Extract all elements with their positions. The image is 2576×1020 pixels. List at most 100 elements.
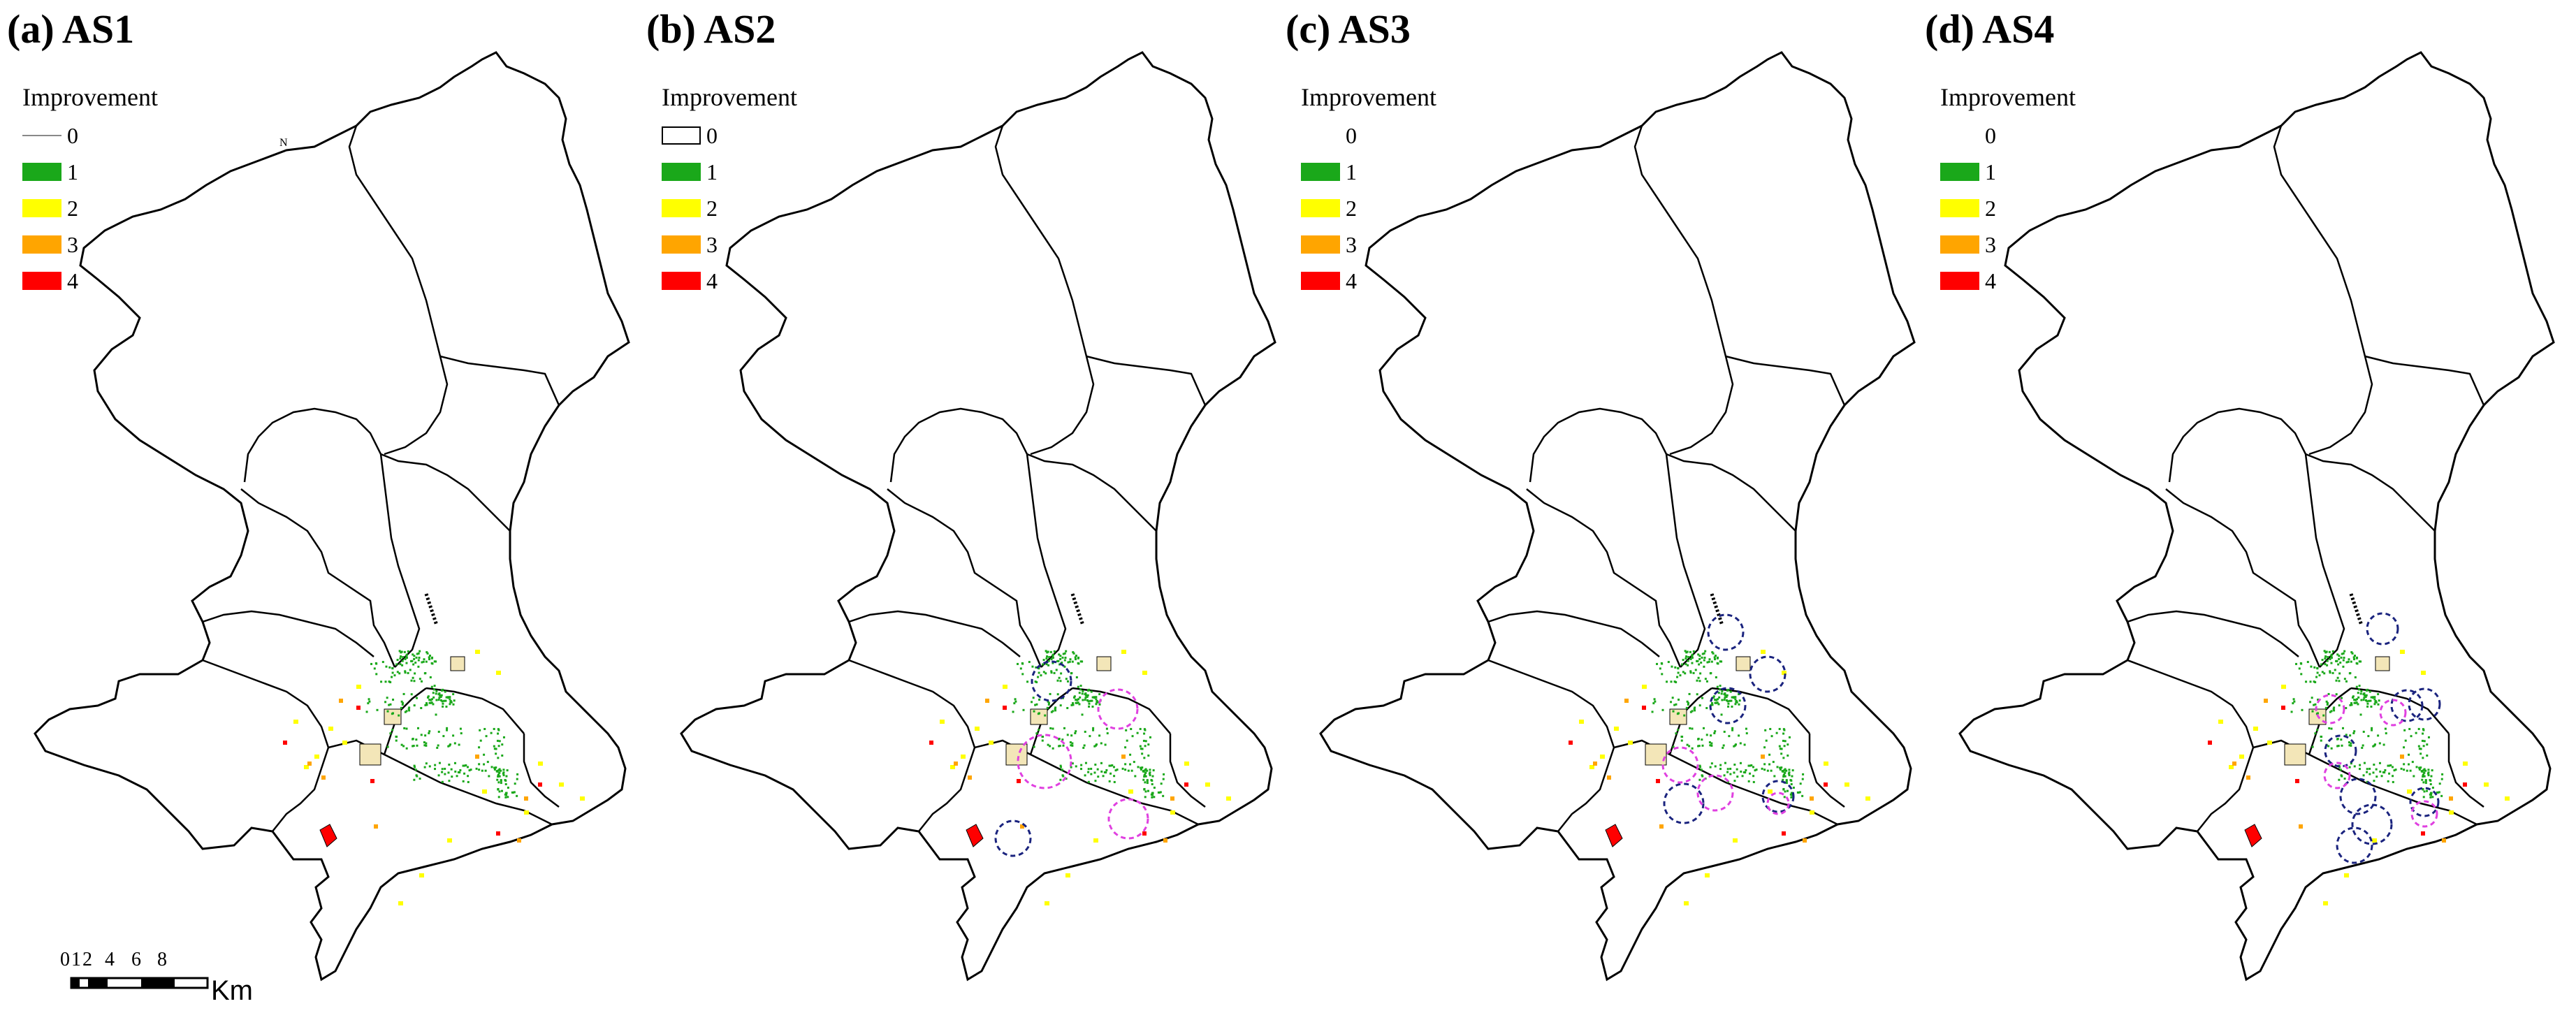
improvement-cell-1: [1058, 653, 1061, 656]
improvement-cell-1: [436, 746, 439, 749]
improvement-cell-1: [1065, 650, 1068, 653]
improvement-cell-1: [401, 660, 404, 662]
legend-swatch: [662, 235, 701, 254]
legend-item: 2: [1301, 190, 1436, 226]
improvement-cell-1: [502, 768, 505, 771]
improvement-cell-1: [1782, 757, 1785, 759]
improvement-cell-2: [1761, 650, 1766, 654]
urban-block: [384, 708, 402, 725]
improvement-cell-1: [1654, 700, 1657, 703]
river-segment: [2349, 593, 2364, 626]
subdistrict-boundary: [2127, 659, 2255, 832]
improvement-cell-1: [2418, 766, 2421, 769]
improvement-cell-1: [1105, 768, 1108, 771]
improvement-cell-1: [1722, 746, 1724, 749]
improvement-cell-1: [1090, 767, 1093, 770]
improvement-cell-1: [2301, 708, 2304, 711]
improvement-cell-1: [1689, 711, 1692, 713]
subdistrict-boundary: [1072, 687, 1171, 734]
improvement-cell-1: [425, 660, 428, 663]
improvement-cell-3: [307, 762, 312, 766]
improvement-cell-1: [2362, 744, 2364, 747]
improvement-cell-1: [1072, 652, 1075, 655]
improvement-cell-1: [1144, 796, 1147, 799]
improvement-cell-1: [1059, 657, 1062, 660]
legend-swatch: [22, 135, 61, 136]
improvement-cell-1: [438, 692, 441, 695]
improvement-cell-1: [1028, 661, 1031, 664]
improvement-cell-1: [2331, 650, 2334, 653]
improvement-cell-1: [1740, 770, 1742, 773]
improvement-cell-1: [389, 680, 392, 683]
improvement-cell-1: [2366, 702, 2369, 705]
improvement-cell-1: [1729, 699, 1731, 702]
improvement-cell-1: [1652, 702, 1655, 705]
improvement-cell-1: [429, 676, 432, 678]
improvement-cell-1: [1689, 670, 1692, 673]
improvement-cell-1: [1100, 742, 1103, 745]
highlight-circle-blue: [2324, 734, 2357, 768]
improvement-cell-1: [2426, 743, 2429, 746]
improvement-cell-1: [2359, 768, 2362, 771]
improvement-cell-1: [1144, 781, 1147, 784]
panel-a: (a) AS1: [0, 0, 636, 1020]
improvement-cell-2: [1824, 762, 1828, 766]
improvement-cell-1: [2419, 766, 2422, 769]
improvement-cell-1: [2365, 689, 2368, 692]
improvement-cell-3: [1593, 762, 1597, 766]
improvement-cell-1: [374, 662, 377, 664]
improvement-cell-1: [1691, 656, 1694, 659]
improvement-cell-1: [2389, 764, 2392, 767]
improvement-cell-1: [1791, 792, 1793, 794]
improvement-cell-1: [2342, 652, 2345, 655]
improvement-cell-1: [416, 653, 419, 655]
urban-block: [450, 656, 465, 671]
improvement-cell-1: [1151, 775, 1154, 778]
panel-title: (a) AS1: [7, 6, 135, 52]
improvement-cell-1: [386, 745, 389, 748]
improvement-cell-1: [1069, 741, 1072, 744]
urban-block: [1645, 743, 1667, 766]
improvement-cell-1: [2438, 782, 2441, 785]
improvement-cell-1: [435, 660, 437, 663]
improvement-cell-1: [1687, 664, 1689, 666]
improvement-cell-2: [2267, 741, 2272, 745]
improvement-cell-1: [1075, 765, 1077, 768]
improvement-cell-1: [1049, 692, 1051, 695]
improvement-cell-1: [410, 693, 413, 696]
improvement-cell-1: [391, 671, 394, 674]
improvement-cell-1: [415, 656, 418, 659]
improvement-cell-1: [2350, 742, 2352, 745]
improvement-cell-1: [2359, 713, 2362, 716]
improvement-cell-2: [1600, 755, 1605, 759]
improvement-cell-1: [400, 651, 402, 654]
subdistrict-boundary: [2273, 125, 2373, 456]
improvement-cell-1: [2406, 769, 2408, 772]
subdistrict-boundary: [848, 610, 1021, 657]
improvement-cell-1: [413, 655, 416, 657]
legend-label: 2: [1985, 195, 1996, 221]
improvement-cell-1: [433, 685, 436, 687]
improvement-cell-1: [2338, 680, 2341, 683]
improvement-cell-1: [1051, 662, 1054, 664]
improvement-cell-1: [1673, 704, 1676, 706]
improvement-cell-2: [1782, 671, 1787, 675]
improvement-cell-1: [1066, 680, 1069, 683]
improvement-cell-1: [396, 659, 399, 662]
improvement-cell-1: [1092, 727, 1095, 729]
improvement-cell-1: [2411, 761, 2414, 764]
improvement-cell-1: [2321, 671, 2324, 673]
subdistrict-boundary: [1026, 453, 1157, 532]
improvement-cell-1: [1676, 713, 1679, 715]
improvement-cell-1: [1151, 796, 1154, 799]
improvement-cell-1: [1791, 769, 1794, 772]
improvement-cell-1: [444, 767, 446, 770]
highlight-circle-magenta: [2323, 762, 2351, 789]
improvement-cell-1: [497, 732, 500, 735]
improvement-cell-1: [1084, 697, 1087, 699]
improvement-patch-4: [1605, 824, 1623, 847]
legend-item: 1: [1940, 154, 2076, 190]
improvement-cell-1: [398, 650, 401, 653]
improvement-cell-1: [2384, 768, 2387, 771]
